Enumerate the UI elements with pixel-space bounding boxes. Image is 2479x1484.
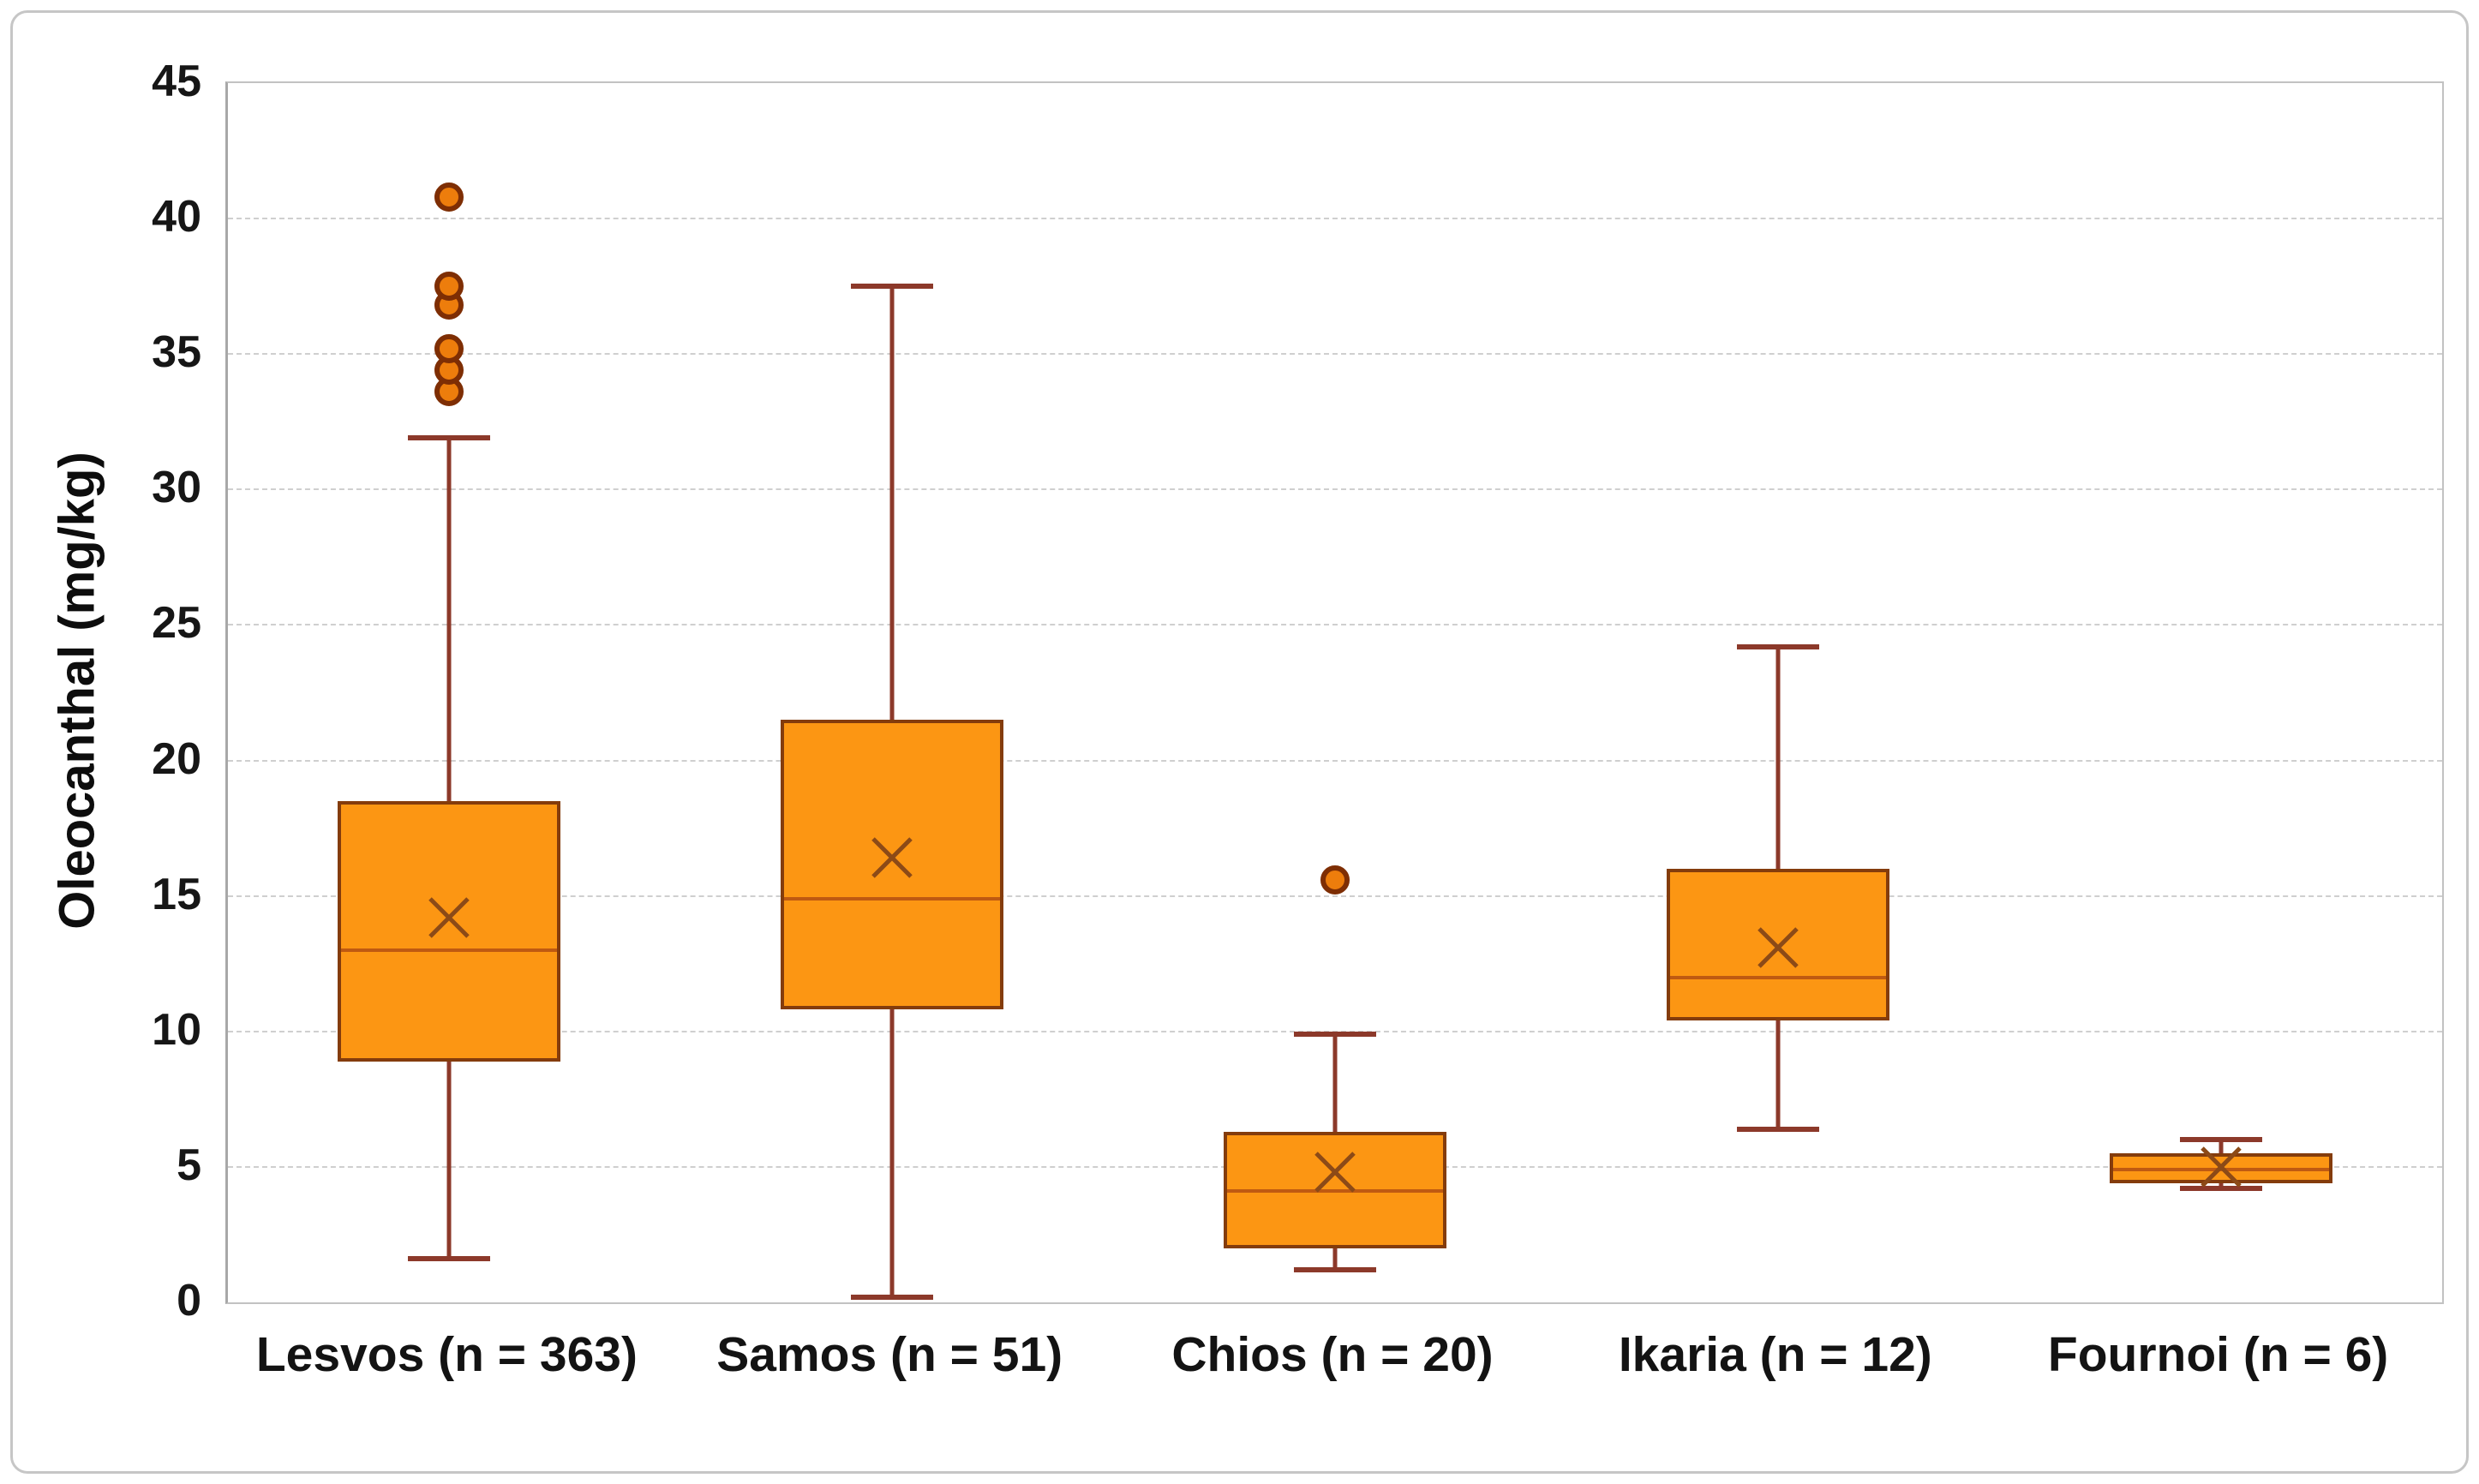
mean-x-marker (1754, 924, 1802, 972)
lower-whisker-line (1332, 1248, 1338, 1271)
lower-whisker-cap (1294, 1267, 1376, 1273)
x-category-label: Samos (n = 51) (716, 1327, 1063, 1382)
upper-whisker-cap (408, 435, 491, 441)
lower-whisker-cap (408, 1256, 491, 1262)
upper-whisker-line (2219, 1140, 2224, 1154)
y-tick-label: 30 (152, 463, 201, 513)
lower-whisker-cap (2179, 1186, 2262, 1192)
y-tick-label: 20 (152, 733, 201, 784)
upper-whisker-cap (1294, 1031, 1376, 1037)
upper-whisker-cap (1736, 643, 1819, 649)
lower-whisker-line (889, 1009, 895, 1297)
upper-whisker-line (1332, 1033, 1338, 1132)
lower-whisker-cap (1736, 1126, 1819, 1132)
outlier-point (434, 182, 464, 212)
gridline (228, 895, 2442, 897)
gridline (228, 488, 2442, 491)
upper-whisker-line (889, 286, 895, 721)
upper-whisker-cap (2179, 1137, 2262, 1143)
y-tick-label: 40 (152, 192, 201, 242)
y-tick-label: 15 (152, 869, 201, 919)
x-category-label: Lesvos (n = 363) (255, 1327, 638, 1382)
y-tick-label: 45 (152, 57, 201, 106)
median-line (1227, 1189, 1443, 1194)
upper-whisker-line (1775, 646, 1781, 870)
median-line (784, 896, 1001, 901)
median-line (341, 948, 558, 952)
y-tick-label: 35 (152, 327, 201, 378)
lower-whisker-line (446, 1061, 452, 1260)
outlier-point (1320, 865, 1350, 895)
mean-x-marker (2197, 1143, 2245, 1191)
x-category-label: Ikaria (n = 12) (1618, 1327, 1932, 1382)
gridline (228, 759, 2442, 762)
y-tick-label: 0 (177, 1276, 201, 1325)
lower-whisker-line (2219, 1182, 2224, 1189)
upper-whisker-line (446, 438, 452, 801)
plot-area (225, 81, 2444, 1304)
mean-x-marker (425, 894, 473, 942)
median-line (1669, 975, 1886, 979)
mean-x-marker (1311, 1148, 1359, 1196)
mean-x-marker (868, 834, 916, 882)
y-tick-label: 5 (177, 1140, 201, 1190)
y-tick-label: 25 (152, 598, 201, 649)
y-axis-title: Oleocanthal (mg/kg) (49, 452, 105, 930)
upper-whisker-cap (851, 284, 934, 290)
gridline (228, 353, 2442, 356)
lower-whisker-cap (851, 1294, 934, 1300)
lower-whisker-line (1775, 1020, 1781, 1129)
outlier-point (434, 333, 464, 363)
gridline (228, 218, 2442, 220)
x-category-label: Chios (n = 20) (1171, 1327, 1494, 1382)
gridline (228, 624, 2442, 626)
iqr-box (338, 800, 561, 1062)
y-tick-label: 10 (152, 1004, 201, 1055)
outlier-point (434, 272, 464, 302)
iqr-box (781, 720, 1004, 1010)
gridline (228, 1030, 2442, 1032)
x-category-label: Fournoi (n = 6) (2047, 1327, 2389, 1382)
